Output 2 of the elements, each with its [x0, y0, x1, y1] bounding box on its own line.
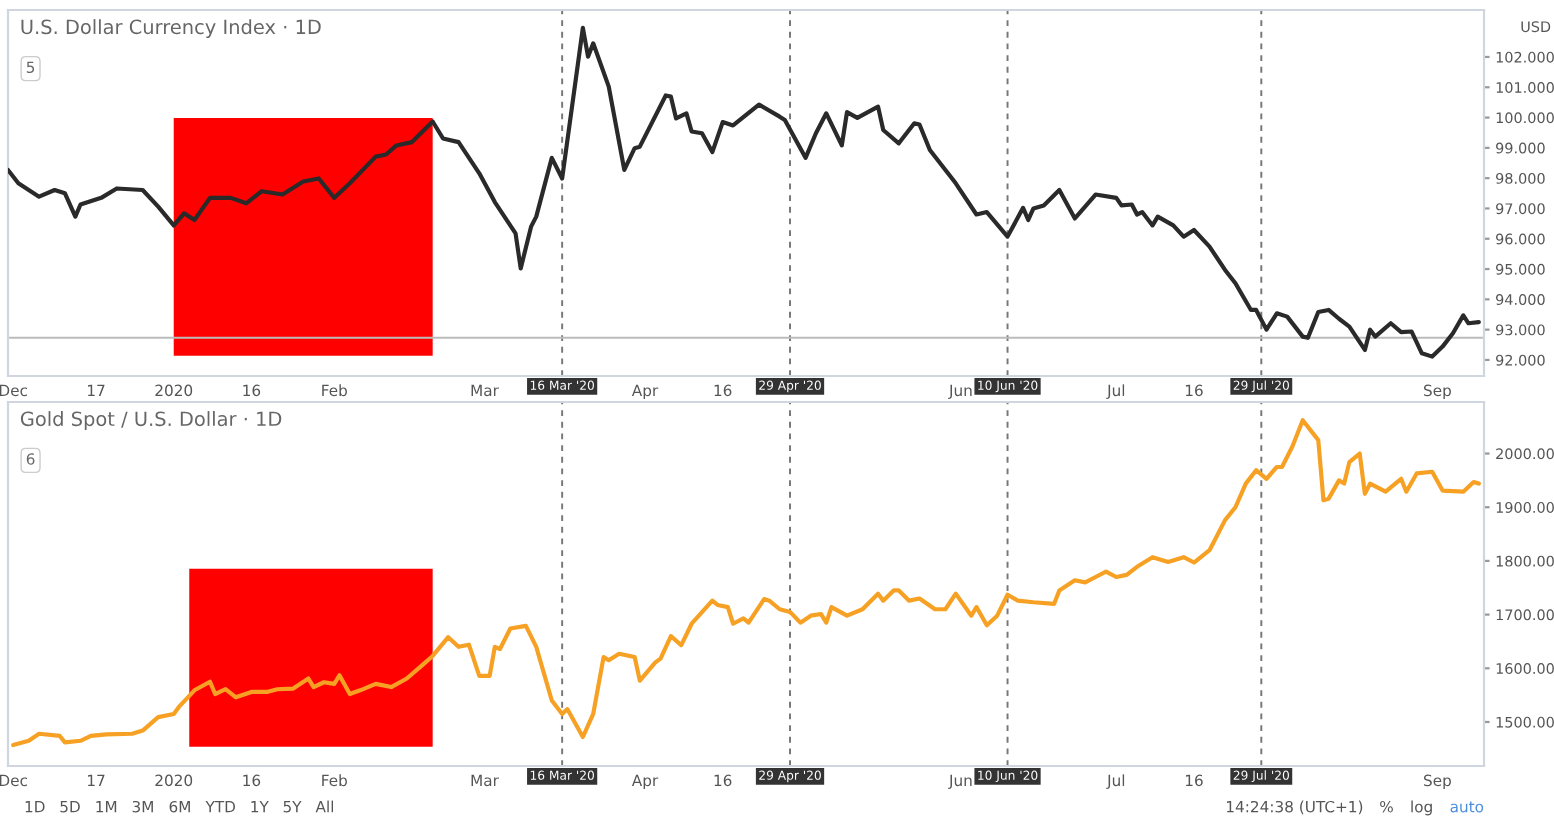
chart-title: Gold Spot / U.S. Dollar · 1D	[20, 411, 282, 430]
chart-title: U.S. Dollar Currency Index · 1D	[21, 19, 321, 38]
